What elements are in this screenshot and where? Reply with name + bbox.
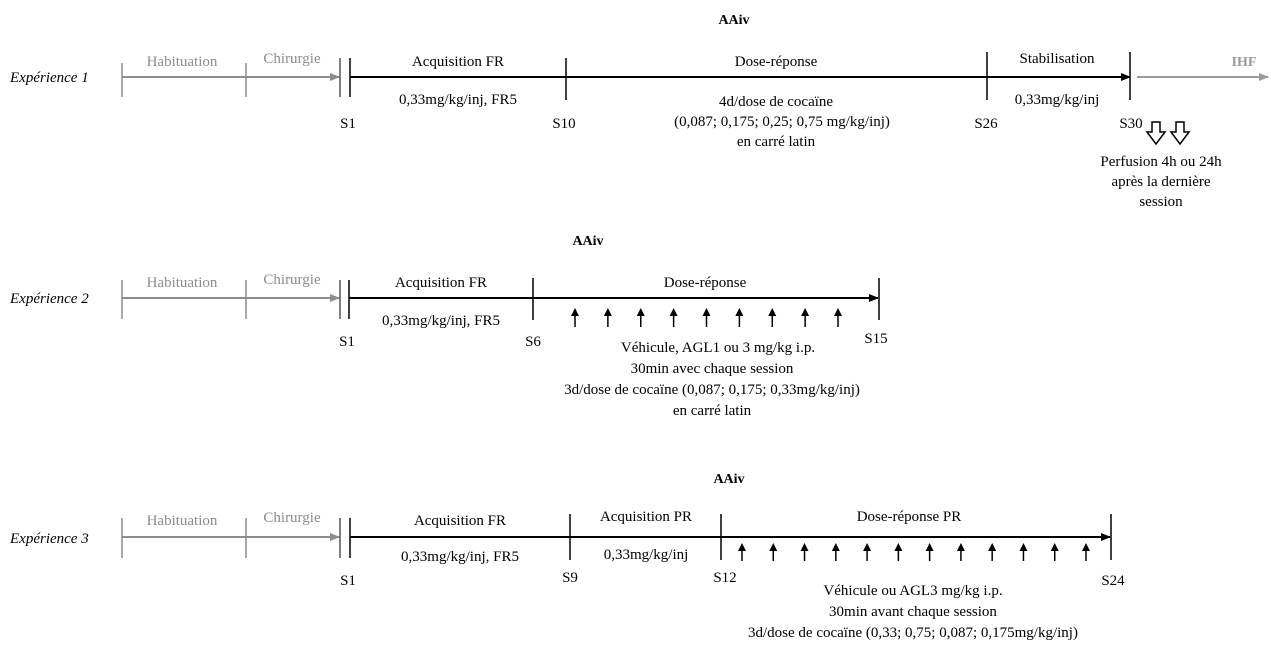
injection-arrow-icon: [571, 308, 579, 316]
phase-title: Stabilisation: [1020, 51, 1096, 67]
injection-arrow-icon: [988, 543, 997, 551]
session-label: S24: [1101, 573, 1125, 589]
injection-arrow-icon: [603, 308, 612, 316]
session-label: S1: [340, 116, 356, 132]
perfusion-note: après la dernière: [1111, 174, 1210, 190]
session-label: S1: [339, 334, 355, 350]
injection-arrow-icon: [956, 543, 965, 551]
injection-arrow-icon: [894, 543, 903, 551]
session-label: S15: [864, 331, 887, 347]
phase-detail: (0,087; 0,175; 0,25; 0,75 mg/kg/inj): [674, 114, 890, 130]
phase-title: Acquisition FR: [412, 54, 504, 70]
injection-arrow-icon: [831, 543, 840, 551]
chirurgie-label: Chirurgie: [263, 510, 321, 526]
chirurgie-label: Chirurgie: [263, 272, 321, 288]
method-label: AAiv: [718, 13, 749, 28]
injection-arrow-icon: [768, 308, 777, 316]
phase-detail: 0,33mg/kg/inj: [604, 547, 689, 563]
injection-arrows: [571, 308, 842, 327]
habituation-label: Habituation: [147, 513, 218, 529]
phase-detail: 0,33mg/kg/inj, FR5: [401, 549, 519, 565]
treatment-note: en carré latin: [673, 403, 752, 419]
phase-title: Dose-réponse: [735, 54, 818, 70]
perfusion-note: Perfusion 4h ou 24h: [1100, 154, 1222, 170]
phase-title: Acquisition FR: [395, 275, 487, 291]
treatment-note: Véhicule, AGL1 ou 3 mg/kg i.p.: [621, 340, 815, 356]
injection-arrow-icon: [735, 308, 744, 316]
injection-arrows: [738, 543, 1090, 561]
habituation-label: Habituation: [147, 275, 218, 291]
phase-title: Dose-réponse PR: [857, 509, 962, 525]
experiment-3: AAiv Expérience 3 Habituation Chirurgie …: [9, 472, 1125, 641]
experiment-name: Expérience 3: [9, 531, 89, 547]
session-label: S9: [562, 570, 578, 586]
session-label: S6: [525, 334, 541, 350]
treatment-note: Véhicule ou AGL3 mg/kg i.p.: [823, 583, 1002, 599]
method-label: AAiv: [572, 234, 603, 249]
injection-arrow-icon: [669, 308, 678, 316]
experiment-name: Expérience 2: [9, 291, 89, 307]
treatment-note: 30min avec chaque session: [631, 361, 794, 377]
injection-arrow-icon: [834, 308, 842, 316]
phase-detail: en carré latin: [737, 134, 816, 150]
phase-detail: 0,33mg/kg/inj, FR5: [382, 313, 500, 329]
injection-arrow-icon: [769, 543, 778, 551]
injection-arrow-icon: [1082, 543, 1090, 551]
phase-title: Dose-réponse: [664, 275, 747, 291]
injection-arrow-icon: [738, 543, 746, 551]
experiment-name: Expérience 1: [9, 70, 89, 86]
injection-arrow-icon: [636, 308, 645, 316]
perfusion-arrow-icon: [1169, 121, 1191, 146]
session-label: S26: [974, 116, 998, 132]
injection-arrow-icon: [801, 308, 810, 316]
treatment-note: 3d/dose de cocaïne (0,33; 0,75; 0,087; 0…: [748, 625, 1078, 641]
ihf-label: IHF: [1232, 55, 1257, 70]
habituation-label: Habituation: [147, 54, 218, 70]
injection-arrow-icon: [925, 543, 934, 551]
session-label: S1: [340, 573, 356, 589]
perfusion-note: session: [1139, 194, 1183, 210]
perfusion-arrow-icon: [1145, 121, 1167, 146]
method-label: AAiv: [713, 472, 744, 487]
injection-arrow-icon: [1050, 543, 1059, 551]
phase-detail: 4d/dose de cocaïne: [719, 94, 833, 110]
experiment-1: AAiv Expérience 1 Habituation Chirurgie …: [9, 13, 1269, 210]
session-label: S12: [713, 570, 736, 586]
session-label: S30: [1119, 116, 1142, 132]
injection-arrow-icon: [863, 543, 872, 551]
injection-arrow-icon: [800, 543, 809, 551]
injection-arrow-icon: [1019, 543, 1028, 551]
phase-title: Acquisition FR: [414, 513, 506, 529]
treatment-note: 30min avant chaque session: [829, 604, 997, 620]
experiment-2: AAiv Expérience 2 Habituation Chirurgie …: [9, 234, 888, 419]
treatment-note: 3d/dose de cocaïne (0,087; 0,175; 0,33mg…: [564, 382, 860, 398]
phase-title: Acquisition PR: [600, 509, 692, 525]
session-label: S10: [552, 116, 575, 132]
phase-detail: 0,33mg/kg/inj: [1015, 92, 1100, 108]
phase-detail: 0,33mg/kg/inj, FR5: [399, 92, 517, 108]
chirurgie-label: Chirurgie: [263, 51, 321, 67]
injection-arrow-icon: [702, 308, 711, 316]
